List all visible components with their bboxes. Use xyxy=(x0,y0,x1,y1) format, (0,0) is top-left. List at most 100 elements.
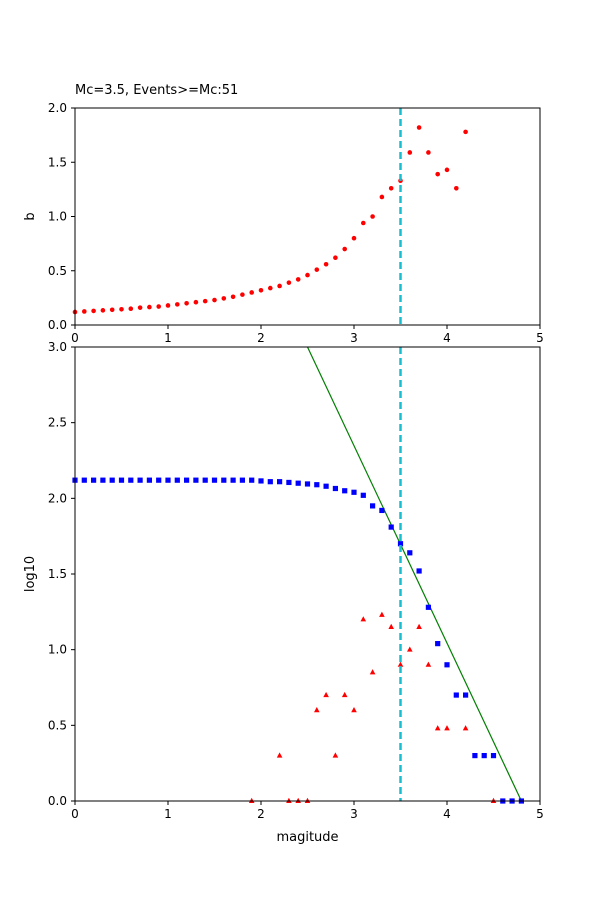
noncumulative-count-point xyxy=(341,691,348,698)
b-value-point xyxy=(100,308,106,313)
b-value-point xyxy=(286,280,292,285)
noncumulative-count-point xyxy=(397,661,404,667)
b-value-point xyxy=(454,185,459,191)
b-panel-frame xyxy=(74,107,541,326)
noncumulative-count-point xyxy=(323,691,329,698)
cumulative-count-point xyxy=(230,477,236,483)
cumulative-count-point xyxy=(184,477,190,483)
cumulative-count-point xyxy=(100,477,106,483)
noncumulative-count-point xyxy=(248,797,255,803)
y-tick-label: 2.0 xyxy=(48,101,67,115)
noncumulative-count-point xyxy=(286,797,292,803)
b-panel-axes xyxy=(74,107,541,326)
y-tick-label: 0.5 xyxy=(48,718,67,732)
b-value-point xyxy=(91,308,96,314)
x-tick-label: 0 xyxy=(71,807,79,821)
x-tick-label: 5 xyxy=(536,331,544,345)
cumulative-count-point xyxy=(258,478,264,484)
cumulative-count-point xyxy=(156,477,162,483)
fmd-panel-frame xyxy=(74,346,541,802)
cumulative-count-point xyxy=(332,485,338,492)
cumulative-count-point xyxy=(221,477,227,483)
y-tick-label: 0.0 xyxy=(48,318,67,332)
b-value-point xyxy=(305,272,310,278)
noncumulative-count-point xyxy=(425,661,432,667)
b-value-point xyxy=(109,307,115,313)
cumulative-count-point xyxy=(81,477,87,483)
noncumulative-count-point xyxy=(462,725,469,731)
noncumulative-count-point xyxy=(388,623,394,629)
cumulative-count-point xyxy=(146,477,152,483)
noncumulative-count-point xyxy=(332,752,339,758)
b-value-point xyxy=(258,287,264,293)
b-value-point xyxy=(435,171,441,177)
cumulative-count-point xyxy=(481,753,487,759)
b-value-point xyxy=(388,185,394,191)
cumulative-count-point xyxy=(211,477,218,483)
b-value-point xyxy=(333,255,338,261)
b-value-point xyxy=(240,292,245,297)
b-value-point xyxy=(82,309,87,314)
cumulative-count-point xyxy=(444,662,450,668)
b-value-point xyxy=(370,214,375,219)
noncumulative-count-point xyxy=(304,797,311,803)
noncumulative-count-point xyxy=(295,797,301,803)
b-value-series xyxy=(72,108,468,325)
x-tick-label: 3 xyxy=(350,331,358,345)
cumulative-count-point xyxy=(453,692,459,698)
x-tick-label: 1 xyxy=(164,331,172,345)
x-tick-label: 5 xyxy=(536,807,544,821)
gr-fit-line-segment xyxy=(306,346,522,802)
b-value-point xyxy=(212,297,217,303)
noncumulative-count-point xyxy=(351,707,357,713)
y-tick-label: 1.5 xyxy=(48,567,67,581)
cumulative-count-point xyxy=(416,568,422,574)
b-value-point xyxy=(426,150,431,155)
b-value-point xyxy=(137,305,143,310)
y-tick-label: 1.0 xyxy=(48,210,67,224)
b-value-point xyxy=(230,294,236,300)
cumulative-count-point xyxy=(202,477,208,483)
cumulative-count-point xyxy=(351,489,357,495)
cumulative-count-point xyxy=(239,477,245,483)
b-value-point xyxy=(184,301,189,306)
noncumulative-count-point xyxy=(379,611,385,617)
cumulative-count-point xyxy=(370,503,376,509)
b-panel-title: Mc=3.5, Events>=Mc:51 xyxy=(75,83,238,98)
b-value-point xyxy=(463,129,468,135)
cumulative-count-point xyxy=(314,482,320,488)
cumulative-count-point xyxy=(342,488,348,494)
noncumulative-count-point xyxy=(416,623,422,629)
fmd-panel-x-ticks: 0 1 2 3 4 5 xyxy=(71,801,544,821)
noncumulative-count-point xyxy=(369,669,376,675)
cumulative-count-point xyxy=(267,479,273,485)
cumulative-count-point xyxy=(165,477,171,483)
cumulative-count-point xyxy=(360,492,366,498)
y-tick-label: 0.0 xyxy=(48,794,67,808)
x-tick-label: 2 xyxy=(257,331,265,345)
x-tick-label: 3 xyxy=(350,807,358,821)
b-value-point xyxy=(128,306,134,312)
x-tick-label: 4 xyxy=(443,807,451,821)
b-value-point xyxy=(361,220,366,226)
b-panel-y-ticks: 0.0 0.5 1.0 1.5 2.0 xyxy=(48,101,75,332)
noncumulative-count-point xyxy=(444,725,450,731)
b-value-point xyxy=(119,306,124,312)
noncumulative-count-point xyxy=(490,797,497,803)
cumulative-count-point xyxy=(295,480,301,486)
fmd-panel-ylabel: log10 xyxy=(23,556,38,592)
b-value-point xyxy=(379,194,385,200)
cumulative-count-point xyxy=(379,507,385,514)
b-panel-ylabel: b xyxy=(23,212,38,220)
fmd-series xyxy=(72,347,524,804)
b-value-point xyxy=(323,261,329,267)
b-panel-x-ticks: 0 1 2 3 4 5 xyxy=(71,325,544,345)
gr-fit-line xyxy=(306,346,522,802)
b-value-point xyxy=(342,246,348,252)
noncumulative-count-point xyxy=(276,752,283,758)
y-tick-label: 1.0 xyxy=(48,643,67,657)
cumulative-count-point xyxy=(109,477,115,483)
y-tick-label: 2.0 xyxy=(48,491,67,505)
cumulative-count-point xyxy=(277,479,283,485)
